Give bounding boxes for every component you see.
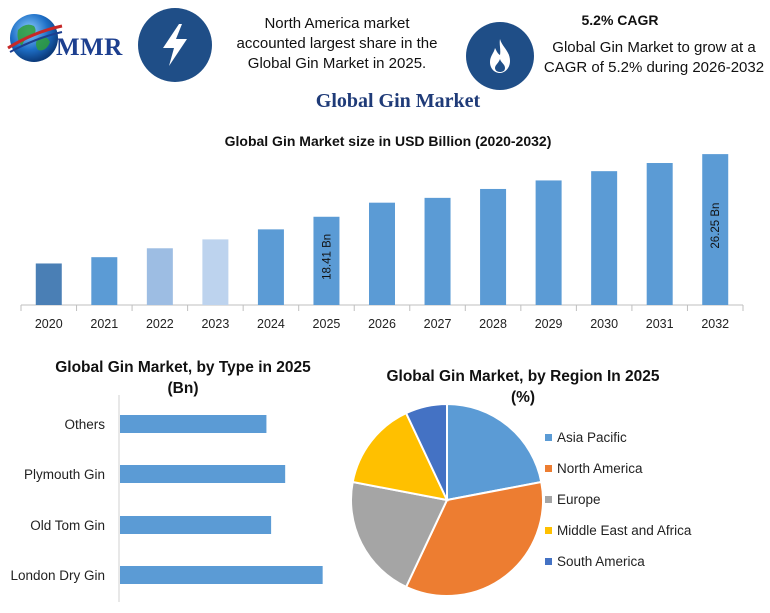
bar <box>120 516 272 534</box>
region-chart-title-line: Global Gin Market, by Region In 2025 <box>386 368 660 385</box>
type-chart-title: Global Gin Market, by Type in 2025 (Bn) <box>30 357 336 399</box>
bar <box>146 248 173 305</box>
legend-label: Europe <box>557 492 601 507</box>
legend-swatch <box>545 465 552 472</box>
legend-label: South America <box>557 554 645 569</box>
bar <box>535 180 562 305</box>
flame-icon <box>466 22 534 90</box>
pie-slice <box>350 480 449 589</box>
bar <box>369 202 395 305</box>
bar <box>120 415 267 433</box>
header-info-line: accounted largest share in the <box>236 35 438 52</box>
pie-slice <box>404 402 448 501</box>
market-size-chart-title: Global Gin Market size in USD Billion (2… <box>224 133 552 149</box>
x-tick-label: 2030 <box>590 317 618 331</box>
x-tick-label: 2022 <box>146 317 174 331</box>
bar <box>35 263 62 305</box>
bar-data-label: 26.25 Bn <box>710 203 722 249</box>
cagr-line: Global Gin Market to grow at a <box>552 39 756 56</box>
bar <box>120 465 286 483</box>
y-tick-label: London Dry Gin <box>10 568 105 583</box>
y-tick-label: Others <box>64 417 105 432</box>
legend-swatch <box>545 558 552 565</box>
bar <box>91 257 118 305</box>
y-tick-label: Plymouth Gin <box>24 467 105 482</box>
bar <box>313 216 340 305</box>
legend-swatch <box>545 434 552 441</box>
bar-data-label: 18.41 Bn <box>321 234 333 280</box>
header-info-line: Global Gin Market in 2025. <box>247 55 427 72</box>
x-tick-label: 2025 <box>313 317 341 331</box>
x-tick-label: 2024 <box>257 317 285 331</box>
header-info-line: North America market <box>264 15 410 32</box>
y-tick-label: Old Tom Gin <box>30 518 105 533</box>
x-tick-label: 2026 <box>368 317 396 331</box>
logo-text: MMR <box>56 34 123 61</box>
legend-label: Middle East and Africa <box>557 523 692 538</box>
pie-slice <box>446 402 543 502</box>
x-tick-label: 2021 <box>90 317 118 331</box>
bar <box>120 566 323 584</box>
bar <box>480 188 507 305</box>
cagr-description: Global Gin Market to grow at a CAGR of 5… <box>538 38 770 78</box>
legend-label: Asia Pacific <box>557 430 627 445</box>
type-bar-chart: Others Plymouth Gin Old Tom Gin London Dry … <box>10 395 323 602</box>
bar <box>257 229 284 305</box>
bar <box>646 163 673 305</box>
x-tick-label: 2020 <box>35 317 63 331</box>
legend-label: North America <box>557 461 643 476</box>
market-size-bar-chart: 2020 2021 2022 2023 2024 2025 18.41 Bn 2026 2027… <box>20 154 744 331</box>
legend-swatch <box>545 496 552 503</box>
type-chart-title-line: (Bn) <box>167 380 199 397</box>
pie-slice <box>404 480 544 597</box>
pie-slice <box>351 411 449 502</box>
type-chart-title-line: Global Gin Market, by Type in 2025 <box>55 359 311 376</box>
x-tick-label: 2031 <box>646 317 674 331</box>
bar <box>424 197 451 305</box>
bar <box>702 154 729 305</box>
x-tick-label: 2028 <box>479 317 507 331</box>
region-chart-title-line: (%) <box>510 389 536 406</box>
x-tick-label: 2027 <box>424 317 452 331</box>
page-title: Global Gin Market <box>315 90 481 112</box>
region-pie-chart: Asia Pacific North America Europe Middle Ea… <box>350 402 692 597</box>
bar <box>591 171 618 305</box>
x-tick-label: 2023 <box>201 317 229 331</box>
lightning-bolt-icon <box>138 8 212 82</box>
x-tick-label: 2032 <box>701 317 729 331</box>
bar <box>202 239 229 305</box>
mmr-logo: MMR <box>4 8 134 70</box>
globe-icon <box>7 14 63 62</box>
legend-swatch <box>545 527 552 534</box>
cagr-line: CAGR of 5.2% during 2026-2032 <box>543 59 765 76</box>
region-chart-title: Global Gin Market, by Region In 2025 (%) <box>366 366 680 408</box>
header-info-text: North America market accounted largest s… <box>222 14 452 74</box>
cagr-title: 5.2% CAGR <box>581 12 659 28</box>
x-tick-label: 2029 <box>535 317 563 331</box>
